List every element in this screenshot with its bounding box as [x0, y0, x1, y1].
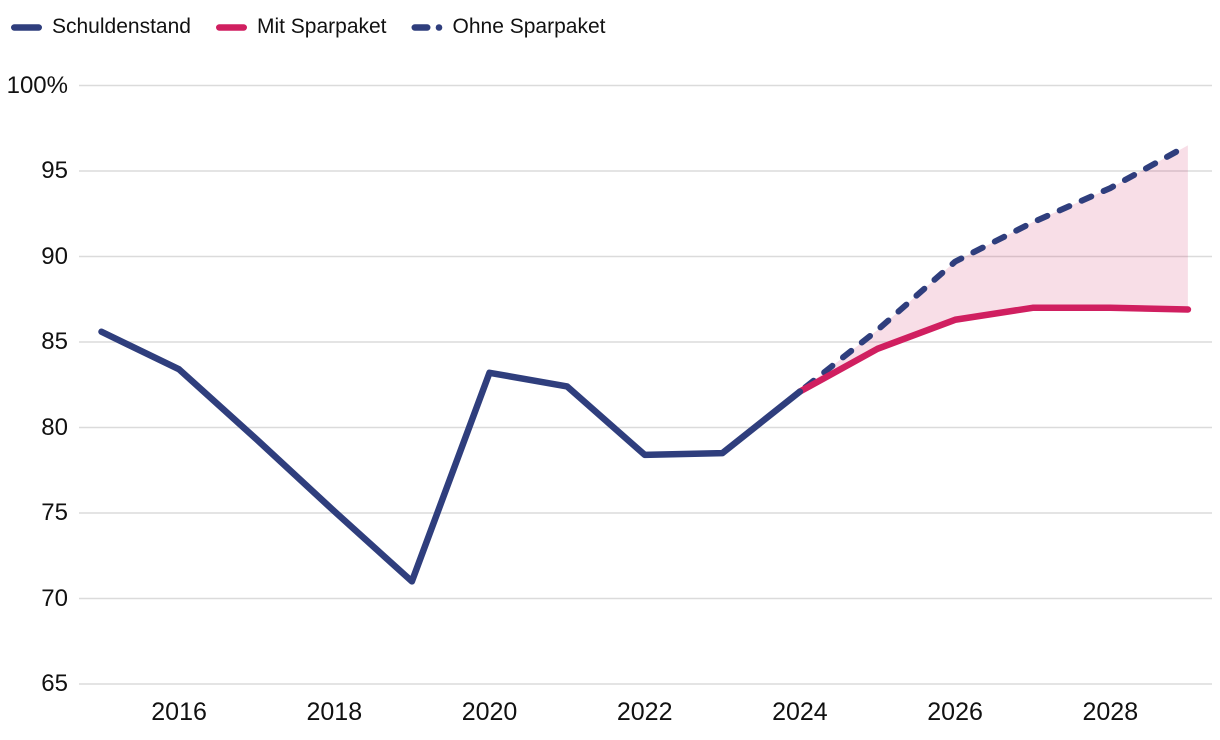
x-axis-tick-label: 2016 [151, 698, 207, 726]
y-axis-tick-label: 80 [41, 413, 68, 441]
x-axis-tick-label: 2026 [927, 698, 983, 726]
legend-item-mit-sparpaket: Mit Sparpaket [215, 15, 387, 39]
y-axis-tick-label: 65 [41, 670, 68, 697]
x-axis-tick-label: 2024 [772, 698, 828, 726]
chart-legend: Schuldenstand Mit Sparpaket Ohne Sparpak… [10, 15, 605, 39]
legend-label-ohne-sparpaket: Ohne Sparpaket [452, 15, 606, 38]
y-axis-tick-label: 75 [41, 499, 68, 526]
y-axis-tick-label: 100% [6, 71, 68, 99]
x-axis-tick-label: 2028 [1082, 698, 1139, 726]
solid-line-marker-icon [11, 23, 42, 31]
y-axis-tick-label: 70 [41, 584, 68, 612]
legend-item-schuldenstand: Schuldenstand [10, 15, 191, 39]
y-axis-tick-label: 85 [41, 328, 68, 355]
legend-label-schuldenstand: Schuldenstand [52, 15, 191, 38]
series-line-schuldenstand [98, 328, 804, 585]
x-axis-tick-label: 2020 [461, 698, 518, 726]
legend-label-mit-sparpaket: Mit Sparpaket [256, 15, 387, 38]
y-axis-tick-label: 90 [41, 242, 68, 270]
legend-item-ohne-sparpaket: Ohne Sparpaket [411, 15, 606, 39]
series-line-ohne-sparpaket [796, 142, 1191, 395]
x-axis-tick-label: 2018 [306, 698, 363, 726]
y-axis-tick-label: 95 [41, 157, 68, 184]
x-axis-tick-label: 2022 [616, 698, 673, 726]
solid-line-marker-icon [215, 23, 247, 31]
projection-gap-band [799, 145, 1188, 392]
dashed-line-marker-icon [411, 23, 442, 31]
series-line-mit-sparpaket [796, 304, 1192, 395]
